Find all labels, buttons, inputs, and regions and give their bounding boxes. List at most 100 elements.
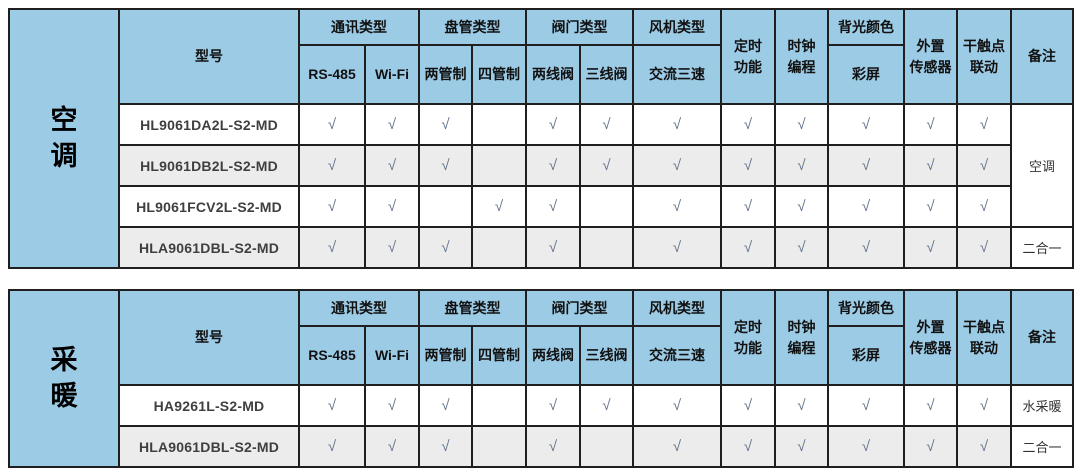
- header-group-cell: 通讯类型: [298, 8, 420, 46]
- header-sub-cell: 交流三速: [632, 44, 722, 105]
- check-cell: √: [956, 226, 1012, 269]
- check-cell-empty: [471, 103, 527, 146]
- check-cell: √: [774, 425, 829, 468]
- header-group-cell: 背光颜色: [827, 8, 905, 46]
- header-line: 功能: [734, 58, 762, 75]
- header-sub-cell: RS-485: [298, 44, 366, 105]
- check-cell: √: [774, 103, 829, 146]
- header-tall-cell: 外置 传感器: [903, 289, 958, 386]
- header-sub-cell: Wi-Fi: [364, 44, 420, 105]
- header-sub-cell: 三线阀: [579, 44, 634, 105]
- header-line: 调: [50, 140, 78, 171]
- check-cell: √: [774, 144, 829, 187]
- check-cell: √: [525, 144, 581, 187]
- header-line: 传感器: [909, 58, 952, 75]
- check-cell-empty: [471, 144, 527, 187]
- check-cell: √: [956, 185, 1012, 228]
- check-cell: √: [827, 384, 905, 427]
- check-cell: √: [525, 185, 581, 228]
- model-column-header: 型号: [118, 8, 300, 105]
- header-sub-cell: 交流三速: [632, 325, 722, 386]
- check-cell: √: [903, 384, 958, 427]
- model-cell: HA9261L-S2-MD: [118, 384, 300, 427]
- check-cell: √: [298, 384, 366, 427]
- header-line: 干触点: [963, 37, 1005, 54]
- header-tall-cell: 备注: [1010, 8, 1074, 105]
- check-cell: √: [774, 185, 829, 228]
- header-group-cell: 通讯类型: [298, 289, 420, 327]
- check-cell: √: [525, 103, 581, 146]
- header-sub-cell: 两管制: [418, 44, 473, 105]
- header-line: 时钟: [787, 37, 816, 54]
- check-cell: √: [579, 384, 634, 427]
- header-line: 采: [50, 345, 78, 376]
- header-tall-cell: 时钟 编程: [774, 8, 829, 105]
- check-cell: √: [525, 425, 581, 468]
- header-group-cell: 盘管类型: [418, 8, 527, 46]
- check-cell: √: [632, 103, 722, 146]
- table-row: HA9261L-S2-MD √ √ √ √ √ √ √ √ √ √ √ 水采暖: [9, 384, 1074, 427]
- check-cell: √: [418, 384, 473, 427]
- header-line: 备注: [1028, 48, 1056, 64]
- check-cell: √: [903, 185, 958, 228]
- check-cell: √: [298, 226, 366, 269]
- check-cell: √: [364, 144, 420, 187]
- model-cell: HL9061DA2L-S2-MD: [118, 103, 300, 146]
- header-line: 外置: [916, 318, 945, 335]
- check-cell: √: [364, 185, 420, 228]
- model-cell: HLA9061DBL-S2-MD: [118, 226, 300, 269]
- header-sub-cell: 彩屏: [827, 325, 905, 386]
- check-cell: √: [827, 144, 905, 187]
- check-cell: √: [298, 185, 366, 228]
- header-sub-cell: 彩屏: [827, 44, 905, 105]
- header-line: 编程: [787, 339, 816, 356]
- check-cell: √: [956, 103, 1012, 146]
- header-group-cell: 盘管类型: [418, 289, 527, 327]
- header-sub-cell: 两线阀: [525, 325, 581, 386]
- check-cell: √: [903, 103, 958, 146]
- check-cell: √: [525, 226, 581, 269]
- check-cell: √: [632, 425, 722, 468]
- header-row-groups: 空调型号 通讯类型 盘管类型 阀门类型 风机类型 定时 功能 时钟 编程 背光颜色 外置 传感器 干触点…: [8, 8, 1074, 269]
- check-cell: √: [720, 226, 776, 269]
- spec-table: 空调型号 通讯类型 盘管类型 阀门类型 风机类型 定时 功能 时钟 编程 背光颜色 外置 传感器 干触点…: [8, 8, 1074, 269]
- remark-cell: 二合一: [1010, 425, 1074, 468]
- header-tall-cell: 干触点 联动: [956, 8, 1012, 105]
- group-label-cell: 空调: [8, 8, 120, 269]
- table-row: HL9061FCV2L-S2-MD √ √ √ √ √ √ √ √ √ √: [9, 185, 1073, 228]
- check-cell: √: [827, 425, 905, 468]
- check-cell: √: [774, 384, 829, 427]
- header-sub-cell: 两管制: [418, 325, 473, 386]
- table-row: HLA9061DBL-S2-MD √ √ √ √ √ √ √ √ √ √ 二合一: [9, 226, 1074, 269]
- header-line: 功能: [734, 339, 762, 356]
- check-cell: √: [903, 226, 958, 269]
- check-cell: √: [720, 103, 776, 146]
- check-cell: √: [632, 144, 722, 187]
- header-line: 定时: [734, 37, 762, 54]
- check-cell: √: [827, 185, 905, 228]
- header-tall-cell: 时钟 编程: [774, 289, 829, 386]
- check-cell-empty: [579, 226, 634, 269]
- header-tall-cell: 定时 功能: [720, 289, 776, 386]
- table-row: HL9061DB2L-S2-MD √ √ √ √ √ √ √ √ √ √ √: [9, 144, 1073, 187]
- header-line: 外置: [916, 37, 945, 54]
- table-row: HL9061DA2L-S2-MD √ √ √ √ √ √ √ √ √ √ √ 空调: [9, 103, 1074, 228]
- remark-cell: 空调: [1010, 103, 1074, 228]
- header-tall-cell: 定时 功能: [720, 8, 776, 105]
- check-cell: √: [579, 103, 634, 146]
- header-line: 联动: [970, 339, 998, 356]
- check-cell: √: [903, 144, 958, 187]
- check-cell: √: [827, 103, 905, 146]
- check-cell: √: [298, 144, 366, 187]
- model-cell: HL9061FCV2L-S2-MD: [118, 185, 300, 228]
- table-row: HLA9061DBL-S2-MD √ √ √ √ √ √ √ √ √ √ 二合一: [9, 425, 1074, 468]
- check-cell: √: [956, 425, 1012, 468]
- check-cell-empty: [579, 425, 634, 468]
- check-cell: √: [632, 226, 722, 269]
- header-line: 时钟: [787, 318, 816, 335]
- header-group-cell: 阀门类型: [525, 8, 634, 46]
- model-cell: HL9061DB2L-S2-MD: [118, 144, 300, 187]
- spec-table: 采暖型号 通讯类型 盘管类型 阀门类型 风机类型 定时 功能 时钟 编程 背光颜色 外置 传感器 干触点…: [8, 289, 1074, 468]
- check-cell: √: [774, 226, 829, 269]
- check-cell-empty: [471, 384, 527, 427]
